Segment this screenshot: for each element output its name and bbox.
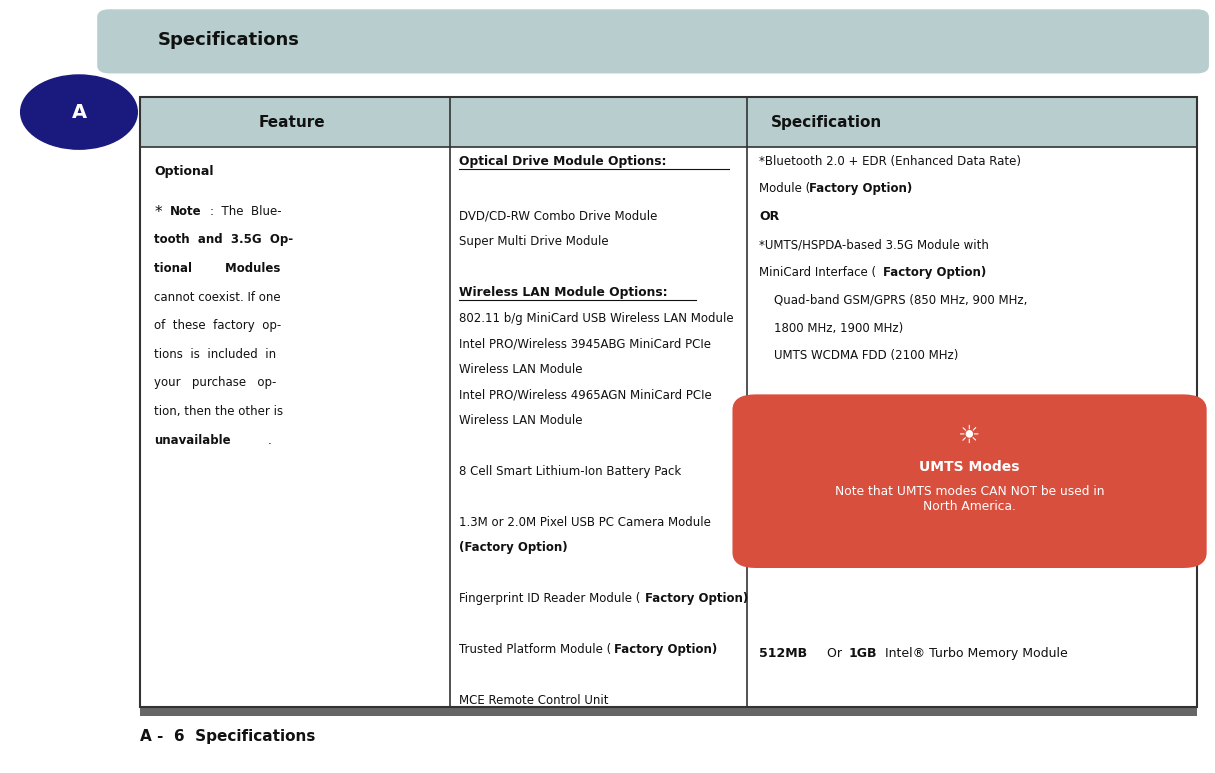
Text: tooth  and  3.5G  Op-: tooth and 3.5G Op- (154, 233, 294, 247)
Text: Intel PRO/Wireless 4965AGN MiniCard PCIe: Intel PRO/Wireless 4965AGN MiniCard PCIe (459, 388, 712, 401)
Bar (140, 706, 1197, 716)
Text: of  these  factory  op-: of these factory op- (154, 319, 282, 332)
Text: Trusted Platform Module (: Trusted Platform Module ( (459, 643, 611, 656)
FancyBboxPatch shape (97, 9, 1209, 73)
Text: UMTS WCDMA FDD (2100 MHz): UMTS WCDMA FDD (2100 MHz) (759, 349, 959, 363)
Text: Specifications: Specifications (158, 31, 300, 49)
Text: A -  6  Specifications: A - 6 Specifications (140, 729, 315, 744)
Text: .: . (267, 434, 271, 447)
Text: Wireless LAN Module Options:: Wireless LAN Module Options: (459, 286, 668, 299)
Text: *UMTS/HSPDA-based 3.5G Module with: *UMTS/HSPDA-based 3.5G Module with (759, 238, 989, 251)
Text: 1.3M or 2.0M Pixel USB PC Camera Module: 1.3M or 2.0M Pixel USB PC Camera Module (459, 516, 711, 529)
Text: Note that UMTS modes CAN NOT be used in
North America.: Note that UMTS modes CAN NOT be used in … (835, 485, 1104, 513)
Bar (140, 97, 1197, 707)
Text: MiniCard Interface (: MiniCard Interface ( (759, 266, 876, 279)
Text: cannot coexist. If one: cannot coexist. If one (154, 291, 281, 304)
Text: MCE Remote Control Unit: MCE Remote Control Unit (459, 694, 609, 707)
Text: Factory Option): Factory Option) (645, 592, 748, 605)
Text: 1GB: 1GB (848, 647, 876, 660)
Text: Fingerprint ID Reader Module (: Fingerprint ID Reader Module ( (459, 592, 640, 605)
Text: 1800 MHz, 1900 MHz): 1800 MHz, 1900 MHz) (759, 322, 904, 335)
Text: *Bluetooth 2.0 + EDR (Enhanced Data Rate): *Bluetooth 2.0 + EDR (Enhanced Data Rate… (759, 155, 1022, 168)
Text: OR: OR (759, 210, 780, 223)
Text: Quad-band GSM/GPRS (850 MHz, 900 MHz,: Quad-band GSM/GPRS (850 MHz, 900 MHz, (759, 294, 1028, 307)
Text: tions  is  included  in: tions is included in (154, 348, 277, 361)
Text: Factory Option): Factory Option) (615, 643, 717, 656)
Text: Optional: Optional (154, 165, 214, 178)
Text: 802.11 b/g MiniCard USB Wireless LAN Module: 802.11 b/g MiniCard USB Wireless LAN Mod… (459, 312, 734, 325)
FancyBboxPatch shape (734, 396, 1205, 567)
Text: Optical Drive Module Options:: Optical Drive Module Options: (459, 155, 667, 168)
Bar (140, 97, 1197, 147)
Circle shape (21, 75, 137, 149)
Text: Or: Or (823, 647, 846, 660)
Text: Module (: Module ( (759, 182, 810, 196)
Text: *: * (154, 205, 162, 220)
Text: unavailable: unavailable (154, 434, 231, 447)
Text: Wireless LAN Module: Wireless LAN Module (459, 414, 583, 427)
Text: 8 Cell Smart Lithium-Ion Battery Pack: 8 Cell Smart Lithium-Ion Battery Pack (459, 465, 682, 478)
Text: DVD/CD-RW Combo Drive Module: DVD/CD-RW Combo Drive Module (459, 209, 657, 223)
Text: :  The  Blue-: : The Blue- (210, 205, 282, 218)
Text: A: A (72, 103, 86, 121)
Text: tion, then the other is: tion, then the other is (154, 405, 283, 418)
Text: Super Multi Drive Module: Super Multi Drive Module (459, 235, 609, 248)
Text: your   purchase   op-: your purchase op- (154, 376, 277, 390)
Text: Wireless LAN Module: Wireless LAN Module (459, 363, 583, 376)
Text: Feature: Feature (259, 114, 324, 130)
Text: ☀: ☀ (959, 424, 981, 448)
Text: (Factory Option): (Factory Option) (459, 541, 567, 554)
Text: Factory Option): Factory Option) (883, 266, 987, 279)
Text: tional        Modules: tional Modules (154, 262, 281, 275)
Text: Intel PRO/Wireless 3945ABG MiniCard PCIe: Intel PRO/Wireless 3945ABG MiniCard PCIe (459, 337, 711, 350)
Text: 512MB: 512MB (759, 647, 808, 660)
Text: Intel® Turbo Memory Module: Intel® Turbo Memory Module (881, 647, 1068, 660)
Text: Specification: Specification (770, 114, 882, 130)
Text: Factory Option): Factory Option) (809, 182, 912, 196)
Text: UMTS Modes: UMTS Modes (920, 460, 1019, 474)
Text: Note: Note (170, 205, 202, 218)
